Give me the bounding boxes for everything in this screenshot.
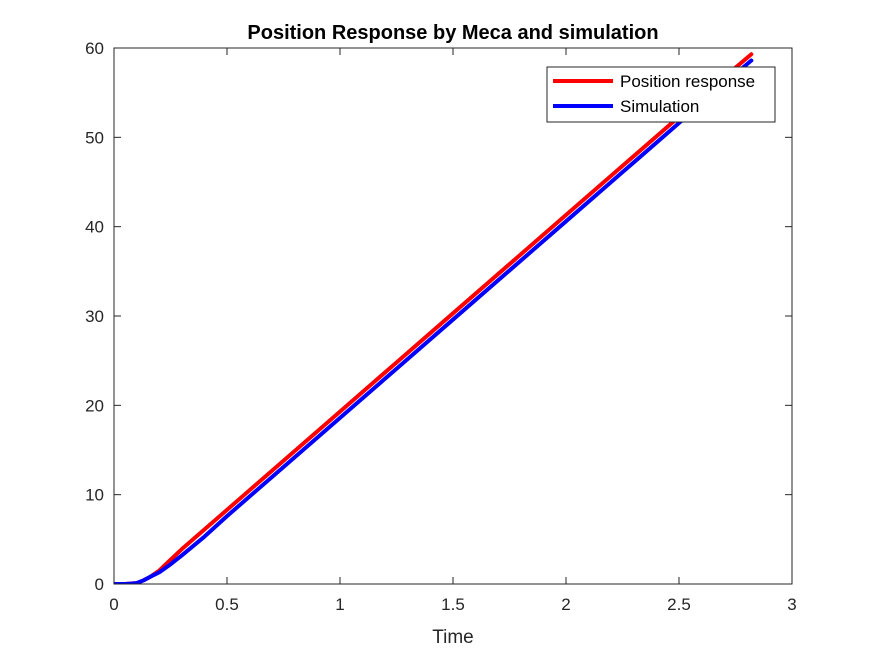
series-line-simulation [114, 58, 754, 584]
y-tick-label: 60 [85, 39, 104, 58]
legend-label-position-response: Position response [620, 72, 755, 91]
x-axis-label: Time [432, 627, 474, 648]
x-tick-label: 2.5 [667, 595, 691, 614]
y-tick-label: 0 [95, 575, 104, 594]
x-tick-label: 0.5 [215, 595, 239, 614]
chart-title: Position Response by Meca and simulation [247, 22, 658, 44]
y-tick-label: 30 [85, 307, 104, 326]
x-tick-label: 3 [787, 595, 796, 614]
x-tick-label: 1 [335, 595, 344, 614]
y-tick-label: 40 [85, 218, 104, 237]
series-layer [114, 52, 754, 584]
y-tick-label: 50 [85, 128, 104, 147]
y-tick-label: 20 [85, 396, 104, 415]
x-tick-label: 0 [109, 595, 118, 614]
plot-area [114, 48, 792, 584]
legend: Position response Simulation [546, 66, 776, 123]
x-tick-label: 1.5 [441, 595, 465, 614]
legend-box [546, 66, 776, 123]
x-tick-label: 2 [561, 595, 570, 614]
legend-label-simulation: Simulation [620, 97, 699, 116]
y-tick-label: 10 [85, 486, 104, 505]
